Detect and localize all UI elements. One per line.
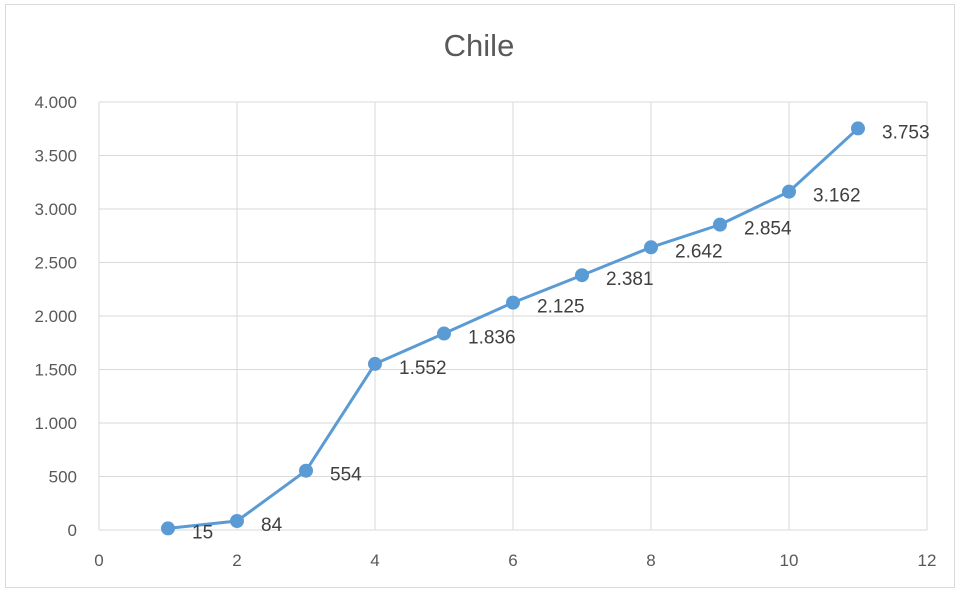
y-tick-label: 1.000 (34, 414, 77, 433)
x-tick-label: 4 (370, 551, 379, 570)
y-tick-label: 500 (49, 468, 77, 487)
data-label: 2.381 (606, 269, 654, 290)
y-tick-label: 0 (68, 521, 77, 540)
data-label: 15 (192, 522, 213, 543)
x-tick-label: 10 (780, 551, 799, 570)
y-tick-label: 2.000 (34, 307, 77, 326)
data-label: 3.162 (813, 186, 861, 207)
x-tick-label: 6 (508, 551, 517, 570)
data-point (161, 521, 175, 536)
data-label: 554 (330, 465, 362, 486)
data-point (713, 217, 727, 232)
data-point (299, 463, 313, 478)
data-label: 2.642 (675, 241, 723, 262)
data-label: 1.552 (399, 358, 447, 379)
x-tick-label: 8 (646, 551, 655, 570)
chart-frame (5, 4, 955, 588)
data-label: 84 (261, 515, 283, 536)
x-tick-label: 12 (918, 551, 937, 570)
y-tick-label: 2.500 (34, 254, 77, 273)
data-point (782, 184, 796, 199)
y-tick-label: 4.000 (34, 93, 77, 112)
data-label: 3.753 (882, 122, 930, 143)
data-label: 2.854 (744, 219, 792, 240)
y-tick-label: 1.500 (34, 361, 77, 380)
data-point (644, 240, 658, 255)
x-tick-label: 0 (94, 551, 103, 570)
data-label: 2.125 (537, 297, 585, 318)
data-point (230, 514, 244, 529)
y-tick-label: 3.500 (34, 147, 77, 166)
x-tick-label: 2 (232, 551, 241, 570)
data-point (437, 326, 451, 341)
data-point (851, 121, 865, 136)
data-point (575, 268, 589, 283)
data-label: 1.836 (468, 328, 516, 349)
data-point (506, 295, 520, 310)
chart-title: Chile (443, 28, 515, 63)
y-tick-label: 3.000 (34, 200, 77, 219)
data-point (368, 356, 382, 371)
